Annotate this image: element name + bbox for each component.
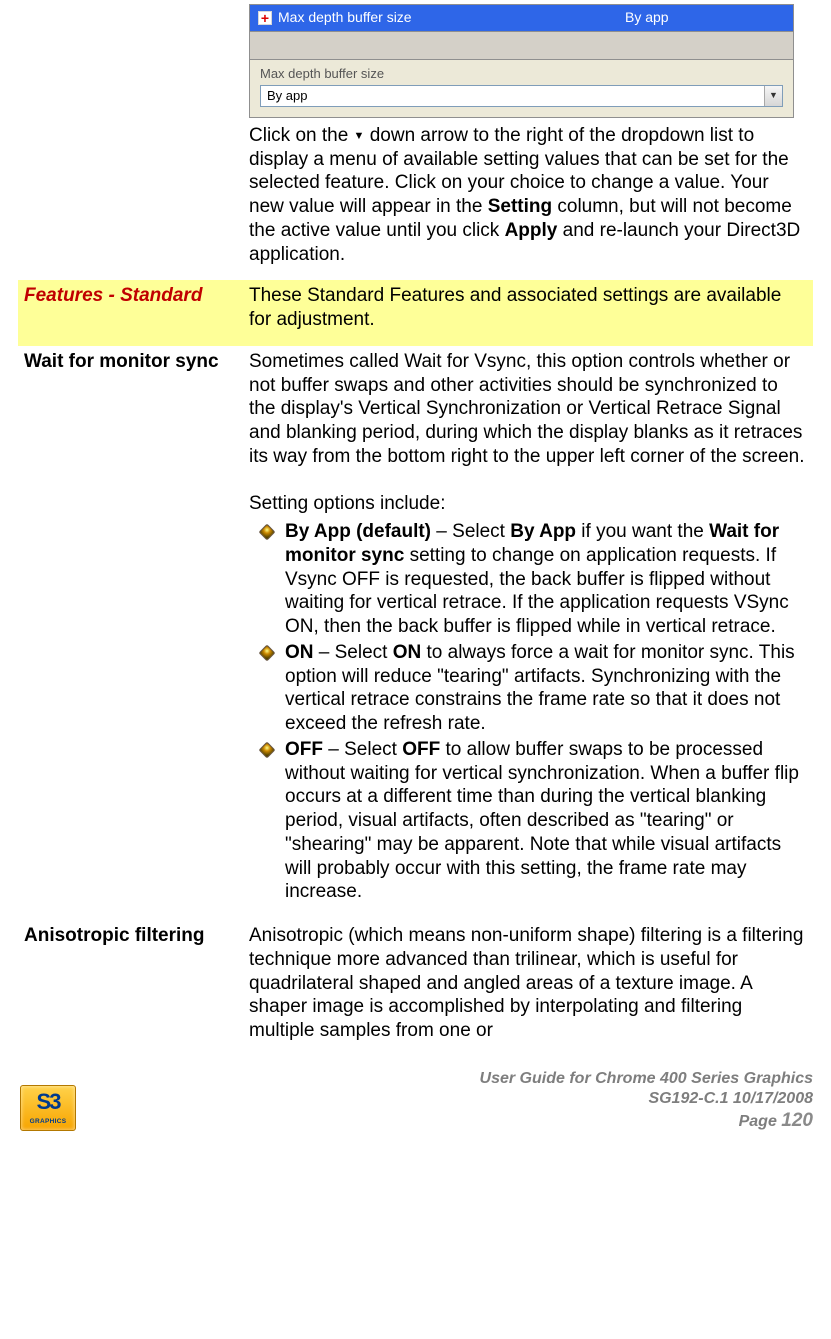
row-intro: + Max depth buffer size By app Max depth…: [18, 0, 813, 280]
footer-page: Page 120: [480, 1109, 813, 1133]
selected-setting-name: Max depth buffer size: [278, 9, 625, 27]
footer-page-number: 120: [781, 1110, 813, 1131]
footer-docdate: SG192-C.1 10/17/2008: [480, 1089, 813, 1109]
wait-sync-para2: Setting options include:: [249, 492, 807, 516]
anisotropic-label: Anisotropic filtering: [18, 920, 243, 1057]
features-text: These Standard Features and associated s…: [243, 280, 813, 346]
selected-setting-row[interactable]: + Max depth buffer size By app: [250, 5, 793, 32]
dropdown-label: Max depth buffer size: [260, 66, 783, 82]
row-intro-label: [18, 0, 243, 280]
footer-page-label: Page: [739, 1113, 782, 1130]
setting-dropdown[interactable]: By app ▼: [260, 85, 783, 107]
page-footer: S3 GRAPHICS User Guide for Chrome 400 Se…: [18, 1069, 813, 1133]
option-by-app-t1: – Select: [431, 521, 510, 542]
s3-logo-icon: S3 GRAPHICS: [20, 1085, 76, 1131]
features-label: Features - Standard: [18, 280, 243, 346]
screenshot-spacer: [250, 32, 793, 60]
option-off: OFF – Select OFF to allow buffer swaps t…: [259, 738, 807, 904]
option-on-t1: – Select: [314, 642, 393, 663]
footer-title: User Guide for Chrome 400 Series Graphic…: [480, 1069, 813, 1089]
dropdown-arrow-icon[interactable]: ▼: [764, 86, 782, 106]
page: + Max depth buffer size By app Max depth…: [0, 0, 831, 1151]
settings-screenshot: + Max depth buffer size By app Max depth…: [249, 4, 794, 118]
option-by-app: By App (default) – Select By App if you …: [259, 520, 807, 639]
option-on-b2: ON: [393, 642, 422, 663]
option-by-app-t2: if you want the: [576, 521, 709, 542]
option-on: ON – Select ON to always force a wait fo…: [259, 641, 807, 736]
wait-sync-para1: Sometimes called Wait for Vsync, this op…: [249, 350, 807, 469]
intro-bold-apply: Apply: [505, 220, 558, 241]
s3-logo-main: S3: [21, 1088, 75, 1116]
option-off-t2: to allow buffer swaps to be processed wi…: [285, 739, 799, 903]
content-table: + Max depth buffer size By app Max depth…: [18, 0, 813, 1057]
option-off-b1: OFF: [285, 739, 323, 760]
row-features-standard: Features - Standard These Standard Featu…: [18, 280, 813, 346]
option-by-app-b1: By App (default): [285, 521, 431, 542]
option-by-app-b2: By App: [510, 521, 576, 542]
s3-logo-sub: GRAPHICS: [21, 1118, 75, 1126]
option-on-b1: ON: [285, 642, 314, 663]
row-intro-body: + Max depth buffer size By app Max depth…: [243, 0, 813, 280]
row-anisotropic: Anisotropic filtering Anisotropic (which…: [18, 920, 813, 1057]
wait-sync-options: By App (default) – Select By App if you …: [249, 520, 807, 904]
intro-paragraph: Click on the ▼ down arrow to the right o…: [249, 124, 807, 267]
footer-logo: S3 GRAPHICS: [18, 1083, 78, 1133]
footer-text: User Guide for Chrome 400 Series Graphic…: [480, 1069, 813, 1133]
intro-text-1: Click on the: [249, 125, 354, 146]
dropdown-text: By app: [261, 86, 764, 106]
wait-sync-label: Wait for monitor sync: [18, 346, 243, 920]
option-off-b2: OFF: [402, 739, 440, 760]
intro-bold-setting: Setting: [488, 196, 552, 217]
down-arrow-icon: ▼: [354, 130, 365, 142]
row-wait-sync: Wait for monitor sync Sometimes called W…: [18, 346, 813, 920]
wait-sync-body: Sometimes called Wait for Vsync, this op…: [243, 346, 813, 920]
option-off-t1: – Select: [323, 739, 402, 760]
selected-setting-value: By app: [625, 9, 785, 27]
screenshot-dropdown-region: Max depth buffer size By app ▼: [250, 60, 793, 117]
anisotropic-text: Anisotropic (which means non-uniform sha…: [243, 920, 813, 1057]
expand-icon[interactable]: +: [258, 11, 272, 25]
